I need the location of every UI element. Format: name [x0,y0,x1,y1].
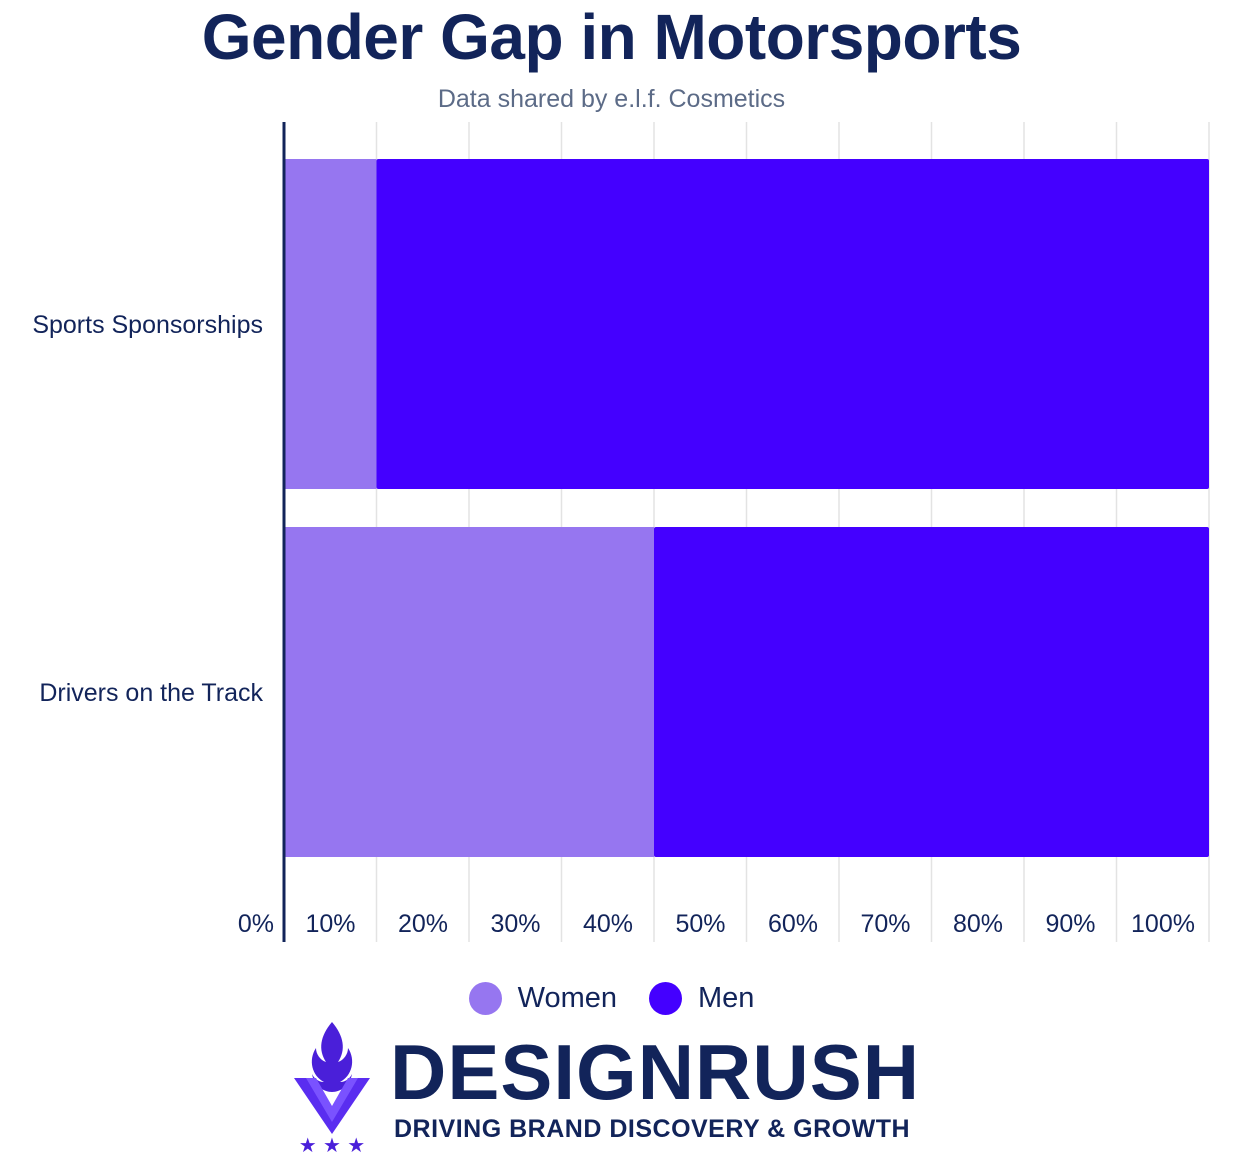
x-tick-label: 80% [953,910,1003,938]
legend-label-men: Men [697,982,755,1014]
bar-segment-men [376,159,1209,489]
legend-item-women: Women [468,982,617,1015]
logo-tagline: DRIVING BRAND DISCOVERY & GROWTH [394,1115,911,1143]
x-tick-label: 30% [490,910,540,938]
x-tick-label: 90% [1045,910,1095,938]
category-label: Sports Sponsorships [32,311,263,339]
rating-stars: ★ ★ ★ [299,1133,366,1157]
category-label: Drivers on the Track [39,679,263,707]
x-tick-label: 60% [768,910,818,938]
designrush-logo: ★ ★ ★ DESIGNRUSH DRIVING BRAND DISCOVERY… [290,1018,950,1158]
logo-wordmark: DESIGNRUSH [390,1028,921,1116]
stacked-bar-chart: 0% 10% 20% 30% 40% 50% 60% 70% 80% 90% 100% Sports … [32,122,1210,942]
x-tick-label: 50% [675,910,725,938]
bar-segment-men [654,527,1209,857]
legend-label-women: Women [517,982,617,1014]
chart-subtitle: Data shared by e.l.f. Cosmetics [437,85,786,113]
bar-segment-women [284,159,377,489]
x-tick-label: 70% [860,910,910,938]
bar-segment-women [284,527,654,857]
x-tick-label: 20% [398,910,448,938]
legend-item-men: Men [648,982,755,1015]
legend: Women Men [0,982,1223,1015]
legend-swatch-women [468,982,502,1015]
legend-swatch-men [648,982,682,1015]
flame-shield-icon: ★ ★ ★ [294,1022,370,1157]
x-tick-label: 10% [305,910,355,938]
x-tick-label: 100% [1131,910,1195,938]
x-tick-label: 40% [583,910,633,938]
x-tick-label: 0% [238,910,274,938]
chart-title: Gender Gap in Motorsports [201,1,1022,73]
